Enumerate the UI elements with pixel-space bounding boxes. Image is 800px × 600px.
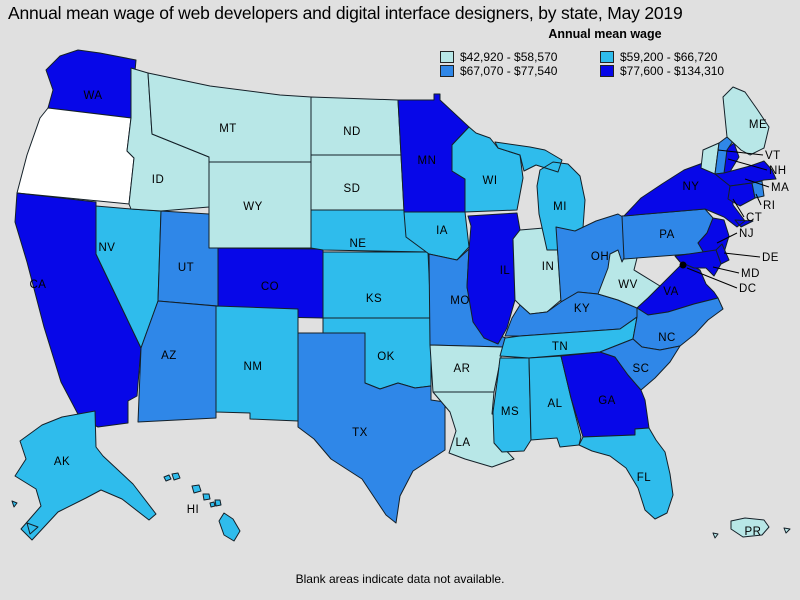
- state-label-DE: DE: [762, 252, 779, 264]
- state-label-ME: ME: [749, 119, 767, 131]
- state-LA[interactable]: [432, 391, 515, 468]
- state-label-NM: NM: [244, 361, 263, 373]
- state-label-ID: ID: [152, 174, 165, 186]
- leader-line-MA: [744, 178, 770, 188]
- state-AK[interactable]: [11, 410, 157, 541]
- state-label-AL: AL: [547, 398, 562, 410]
- state-CT[interactable]: [727, 182, 756, 207]
- footnote: Blank areas indicate data not available.: [295, 572, 505, 586]
- state-label-MO: MO: [450, 295, 470, 307]
- state-HI[interactable]: [163, 472, 241, 542]
- state-label-NH: NH: [769, 165, 787, 177]
- leader-line-NJ: [716, 232, 738, 244]
- state-TX[interactable]: [297, 332, 446, 524]
- state-label-AZ: AZ: [161, 350, 177, 362]
- page-title: Annual mean wage of web developers and d…: [8, 3, 683, 23]
- legend-range-bin1: $42,920 - $58,570: [460, 50, 558, 64]
- state-label-CT: CT: [746, 212, 762, 224]
- state-OR[interactable]: [16, 107, 135, 205]
- state-WI[interactable]: [451, 126, 524, 213]
- state-AZ[interactable]: [137, 300, 217, 423]
- legend-item-bin4: $77,600 - $134,310: [600, 64, 770, 78]
- state-FL[interactable]: [578, 427, 674, 520]
- legend-item-bin1: $42,920 - $58,570: [440, 50, 600, 64]
- state-label-PA: PA: [659, 229, 675, 241]
- state-label-KY: KY: [574, 303, 590, 315]
- state-label-PR: PR: [745, 526, 762, 538]
- state-label-MN: MN: [418, 155, 437, 167]
- state-label-NC: NC: [658, 332, 676, 344]
- state-label-MS: MS: [501, 406, 519, 418]
- legend-grid: $42,920 - $58,570 $59,200 - $66,720 $67,…: [440, 50, 770, 78]
- state-ME[interactable]: [722, 86, 770, 156]
- state-label-VA: VA: [663, 286, 679, 298]
- leader-line-NH: [727, 158, 768, 171]
- state-label-FL: FL: [637, 472, 652, 484]
- state-label-HI: HI: [187, 504, 200, 516]
- state-label-MT: MT: [219, 123, 237, 135]
- legend-range-bin4: $77,600 - $134,310: [620, 64, 725, 78]
- state-SC[interactable]: [599, 338, 681, 391]
- state-RI[interactable]: [751, 180, 765, 199]
- state-label-MA: MA: [771, 182, 789, 194]
- legend-range-bin2: $59,200 - $66,720: [620, 50, 718, 64]
- state-label-UT: UT: [178, 262, 194, 274]
- leader-line-DC: [686, 267, 738, 289]
- state-NM[interactable]: [215, 305, 299, 422]
- legend-range-bin3: $67,070 - $77,540: [460, 64, 558, 78]
- state-label-CO: CO: [261, 281, 279, 293]
- legend-title: Annual mean wage: [548, 27, 662, 41]
- legend-item-bin3: $67,070 - $77,540: [440, 64, 600, 78]
- legend: Annual mean wage $42,920 - $58,570 $59,2…: [440, 27, 770, 78]
- legend-swatch-bin3: [440, 65, 454, 77]
- state-label-IA: IA: [436, 225, 448, 237]
- state-label-WY: WY: [243, 201, 263, 213]
- state-MS[interactable]: [492, 357, 532, 453]
- state-label-VT: VT: [765, 150, 781, 162]
- leader-line-MD: [712, 266, 740, 274]
- state-label-GA: GA: [598, 395, 616, 407]
- leader-line-RI: [755, 193, 762, 206]
- state-label-AK: AK: [54, 456, 70, 468]
- state-label-NE: NE: [350, 238, 367, 250]
- legend-swatch-bin2: [600, 51, 614, 63]
- leader-line-VT: [717, 149, 764, 156]
- legend-swatch-bin1: [440, 51, 454, 63]
- state-label-OK: OK: [377, 351, 395, 363]
- state-label-SD: SD: [344, 183, 361, 195]
- state-label-WI: WI: [482, 175, 497, 187]
- state-label-LA: LA: [455, 437, 470, 449]
- state-label-NV: NV: [99, 242, 116, 254]
- state-label-WA: WA: [83, 90, 102, 102]
- state-label-TX: TX: [352, 427, 368, 439]
- state-label-IN: IN: [542, 261, 555, 273]
- state-label-NJ: NJ: [739, 228, 754, 240]
- state-label-KS: KS: [366, 293, 382, 305]
- state-label-ND: ND: [343, 126, 361, 138]
- state-label-OH: OH: [591, 251, 609, 263]
- state-label-WV: WV: [618, 279, 638, 291]
- state-WA[interactable]: [45, 49, 137, 119]
- state-label-DC: DC: [739, 283, 757, 295]
- state-label-CA: CA: [30, 279, 47, 291]
- state-label-IL: IL: [500, 265, 511, 277]
- state-KS[interactable]: [322, 251, 432, 319]
- state-label-TN: TN: [552, 341, 568, 353]
- leader-line-DE: [723, 252, 761, 258]
- state-label-MI: MI: [553, 201, 567, 213]
- dc-marker[interactable]: [679, 261, 687, 269]
- state-label-AR: AR: [454, 363, 471, 375]
- legend-item-bin2: $59,200 - $66,720: [600, 50, 770, 64]
- state-UT[interactable]: [157, 210, 219, 307]
- state-PR[interactable]: [712, 517, 791, 539]
- state-label-RI: RI: [763, 200, 776, 212]
- state-label-NY: NY: [683, 181, 700, 193]
- legend-swatch-bin4: [600, 65, 614, 77]
- state-label-SC: SC: [633, 363, 650, 375]
- state-label-MD: MD: [741, 268, 760, 280]
- leader-line-CT: [732, 198, 745, 218]
